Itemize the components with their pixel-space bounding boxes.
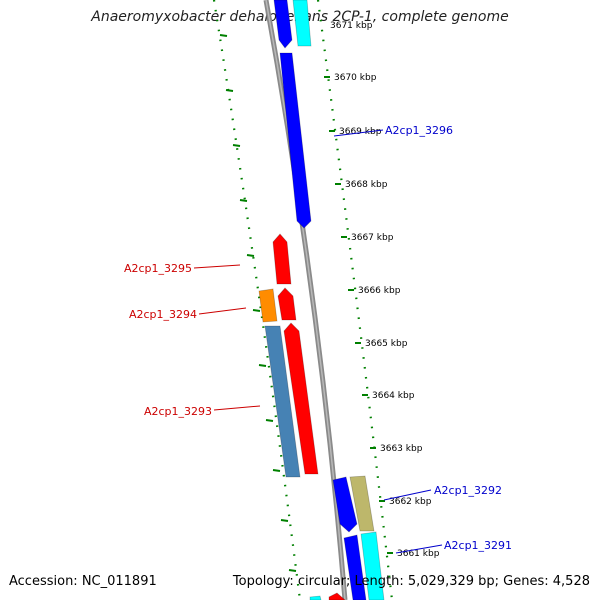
reverse-cds-feature	[277, 287, 297, 321]
inner-major-tick	[258, 364, 267, 367]
outer-scale-track	[316, 0, 394, 600]
gene-label-reverse: A2cp1_3294	[129, 308, 197, 321]
forward-cds-feature	[343, 534, 367, 600]
inner-major-tick	[280, 519, 289, 522]
gene-label-reverse: A2cp1_3295	[124, 262, 192, 275]
scale-tick-label: 3670 kbp	[334, 73, 377, 83]
gene-leader-line	[395, 544, 443, 554]
cyan-track-feature	[292, 0, 312, 47]
forward-cds-feature	[279, 52, 312, 229]
inner-scale-track	[212, 0, 302, 600]
inner-major-tick	[288, 569, 297, 572]
gene-leader-line	[333, 129, 384, 137]
scale-tick-label: 3666 kbp	[358, 286, 401, 296]
inner-major-tick	[265, 419, 274, 422]
gene-label-reverse: A2cp1_3293	[144, 405, 212, 418]
tick-lines-layer	[212, 0, 394, 600]
gene-label-forward: A2cp1_3291	[444, 539, 512, 552]
inner-major-tick	[239, 199, 248, 202]
khaki-track-feature	[349, 475, 375, 532]
labels-layer: 3670 kbp 3669 kbp 3668 kbp 3667 kbp 3666 kbp…	[124, 21, 512, 559]
scale-tick-label: 3662 kbp	[389, 497, 432, 507]
cyan-track-feature	[309, 595, 322, 600]
inner-major-tick	[272, 469, 281, 472]
backbone-highlight	[265, 0, 346, 600]
gene-leader-line	[213, 405, 261, 411]
reverse-cds-feature	[272, 233, 292, 285]
gene-label-forward: A2cp1_3292	[434, 484, 502, 497]
inner-major-tick	[225, 89, 234, 92]
accession-text: Accession: NC_011891	[9, 574, 157, 589]
inner-major-tick	[246, 254, 255, 257]
scale-tick-label: 3668 kbp	[345, 180, 388, 190]
reverse-cds-feature	[328, 592, 346, 600]
genome-stats-text: Topology: circular; Length: 5,029,329 bp…	[232, 574, 590, 589]
gene-leader-line	[198, 307, 247, 315]
inner-major-tick	[232, 144, 241, 147]
inner-major-tick	[252, 309, 261, 312]
reverse-cds-feature	[283, 322, 319, 475]
forward-cds-feature	[273, 0, 293, 49]
cyan-track-feature	[360, 531, 385, 600]
forward-cds-feature	[332, 476, 358, 533]
scale-tick-label-partial: 3671 kbp	[330, 21, 373, 31]
backbone-line	[263, 0, 348, 600]
orange-track-feature	[258, 288, 278, 323]
gene-leader-line	[193, 264, 241, 269]
gene-leader-line	[383, 489, 432, 501]
gene-label-forward: A2cp1_3296	[385, 124, 453, 137]
inner-major-tick	[219, 34, 228, 37]
steelblue-track-feature	[264, 325, 301, 478]
scale-tick-label: 3665 kbp	[365, 339, 408, 349]
scale-tick-label: 3663 kbp	[380, 444, 423, 454]
scale-tick-label: 3664 kbp	[372, 391, 415, 401]
scale-tick-label: 3667 kbp	[351, 233, 394, 243]
features-layer	[258, 0, 385, 600]
scale-tick-label: 3661 kbp	[397, 549, 440, 559]
scale-tick-label: 3669 kbp	[339, 127, 382, 137]
